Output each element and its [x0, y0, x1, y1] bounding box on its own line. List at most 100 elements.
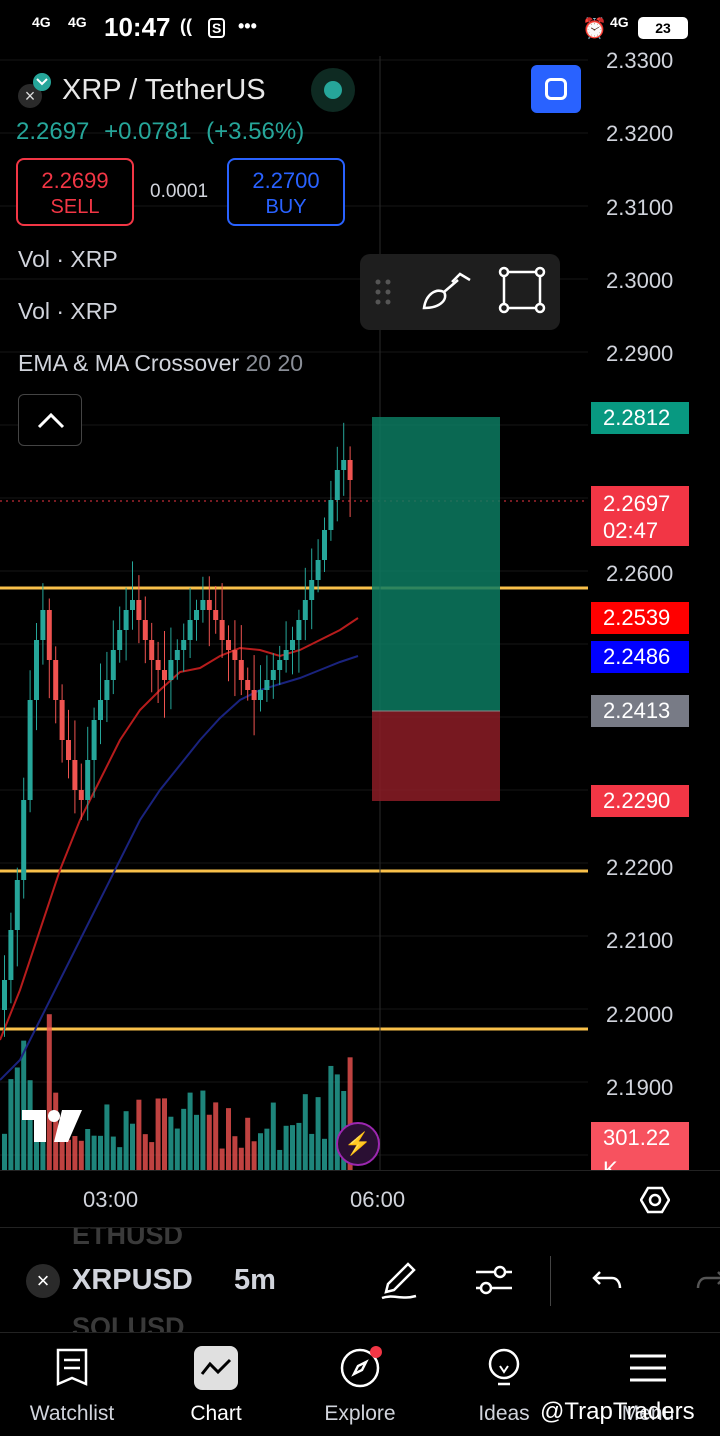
- close-icon[interactable]: ×: [18, 84, 42, 108]
- candle-body: [258, 690, 263, 700]
- indicator-name: Vol · XRP: [18, 246, 118, 272]
- hotspot-icon: ((: [180, 16, 192, 36]
- nav-chart[interactable]: Chart: [144, 1334, 288, 1436]
- volume-bar: [46, 1014, 52, 1170]
- time-axis-label: 06:00: [350, 1187, 406, 1212]
- volume-bar: [66, 1139, 71, 1170]
- volume-bar: [245, 1117, 251, 1170]
- symbol-name[interactable]: XRPUSD: [72, 1264, 193, 1296]
- nav-ideas[interactable]: Ideas: [432, 1334, 576, 1436]
- clock: 10:47: [104, 12, 171, 42]
- candle-body: [34, 640, 39, 700]
- candle-body: [136, 600, 142, 620]
- volume-bar: [334, 1074, 340, 1170]
- candle-body: [117, 630, 123, 650]
- position-loss-zone: [372, 711, 500, 801]
- candle-body: [21, 800, 27, 880]
- position-profit-zone: [372, 417, 500, 711]
- menu-icon: [630, 1354, 666, 1382]
- candle-body: [322, 530, 327, 560]
- candle-body: [162, 670, 167, 680]
- candle-body: [245, 680, 251, 690]
- candle-body: [328, 500, 334, 530]
- indicators-sliders-icon[interactable]: [472, 1258, 516, 1302]
- volume-bar: [91, 1135, 97, 1170]
- candle-body: [149, 640, 155, 660]
- volume-bar: [296, 1122, 302, 1170]
- candle-body: [251, 690, 257, 700]
- undo-icon[interactable]: [586, 1258, 630, 1302]
- candle-body: [226, 640, 231, 650]
- volume-bar: [270, 1102, 276, 1170]
- volume-bar: [21, 1040, 27, 1170]
- buy-price: 2.2700: [252, 168, 320, 193]
- close-symbol-icon[interactable]: ×: [26, 1264, 60, 1298]
- candle-body: [238, 660, 244, 680]
- axis-price-label: 2.3100: [606, 195, 674, 220]
- market-status-indicator[interactable]: [311, 68, 355, 112]
- volume-bar: [27, 1080, 33, 1170]
- sell-button[interactable]: 2.2699 SELL: [16, 158, 134, 226]
- candle-body: [110, 650, 116, 680]
- alarm-icon: ⏰: [582, 18, 607, 40]
- volume-bar: [168, 1116, 174, 1170]
- volume-bar: [78, 1140, 84, 1170]
- previous-symbol[interactable]: ETHUSD: [72, 1227, 184, 1250]
- chart-settings-icon[interactable]: [640, 1185, 670, 1215]
- time-axis[interactable]: 03:00 06:00: [0, 1170, 720, 1226]
- fullscreen-button[interactable]: [531, 65, 581, 113]
- volume-bar: [194, 1114, 199, 1170]
- candle-body: [181, 640, 187, 650]
- volume-bar: [98, 1135, 103, 1170]
- chart-grid: [0, 59, 588, 1156]
- nav-label: Menu: [621, 1402, 675, 1425]
- next-symbol[interactable]: SOLUSD: [72, 1312, 185, 1333]
- volume-bar: [149, 1142, 155, 1170]
- candle-body: [341, 460, 347, 470]
- bottom-nav: Watchlist Chart Explore Ideas Menu: [0, 1334, 720, 1436]
- indicator-volume-1[interactable]: Vol · XRP: [18, 246, 118, 273]
- volume-bar: [104, 1104, 110, 1170]
- nav-explore[interactable]: Explore: [288, 1334, 432, 1436]
- price-chart[interactable]: [0, 0, 720, 1170]
- watchlist-icon: [56, 1348, 88, 1386]
- axis-price-label: 2.2000: [606, 1002, 674, 1027]
- candle-body: [187, 620, 193, 640]
- stop-price-tag: 2.2290: [591, 785, 689, 817]
- volume-bar: [174, 1128, 180, 1170]
- collapse-indicators-button[interactable]: [18, 394, 82, 446]
- indicator-ema-ma[interactable]: EMA & MA Crossover 20 20: [18, 350, 303, 377]
- buy-button[interactable]: 2.2700 BUY: [227, 158, 345, 226]
- nav-menu[interactable]: Menu: [576, 1334, 720, 1436]
- nav-label: Ideas: [478, 1402, 530, 1425]
- indicator-volume-2[interactable]: Vol · XRP: [18, 298, 118, 325]
- pencil-icon[interactable]: [378, 1258, 422, 1302]
- candle-body: [104, 680, 110, 700]
- battery-icon: 23: [638, 17, 688, 39]
- lightning-icon[interactable]: ⚡: [336, 1122, 380, 1166]
- rectangle-tool-icon: [498, 266, 546, 314]
- candle-body: [78, 790, 84, 800]
- ma-line-red: [0, 617, 359, 1041]
- candle-body: [14, 880, 20, 930]
- network-indicator: 4G: [32, 14, 51, 30]
- axis-price-label: 2.2100: [606, 928, 674, 953]
- xrp-logo-icon: [33, 73, 51, 91]
- candle-body: [46, 610, 52, 660]
- candle-body: [264, 680, 270, 690]
- volume-bar: [322, 1138, 327, 1170]
- pair-title[interactable]: XRP / TetherUS: [62, 74, 266, 106]
- redo-icon[interactable]: [688, 1258, 720, 1302]
- nav-watchlist[interactable]: Watchlist: [0, 1334, 144, 1436]
- tradingview-logo-icon[interactable]: [20, 1106, 86, 1146]
- axis-price-label: 2.2600: [606, 561, 674, 586]
- axis-price-label: 2.2200: [606, 855, 674, 880]
- interval-selector[interactable]: 5m: [234, 1264, 276, 1296]
- time-axis-label: 03:00: [83, 1187, 139, 1212]
- candle-body: [40, 610, 46, 640]
- bar-countdown: 02:47: [603, 518, 659, 543]
- candle-body: [232, 650, 238, 660]
- sell-price: 2.2699: [41, 168, 109, 193]
- last-price: 2.2697: [16, 118, 90, 145]
- volume-bar: [238, 1147, 244, 1170]
